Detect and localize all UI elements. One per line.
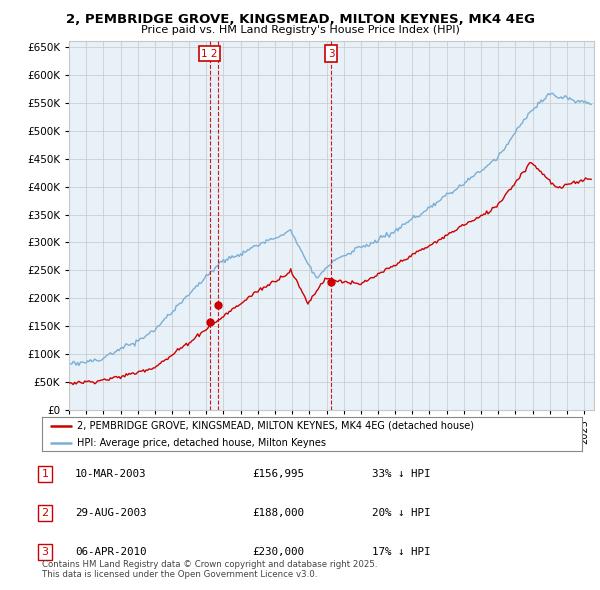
Text: 29-AUG-2003: 29-AUG-2003 [75,509,146,518]
Text: 2: 2 [41,509,49,518]
Text: HPI: Average price, detached house, Milton Keynes: HPI: Average price, detached house, Milt… [77,438,326,448]
Text: 1 2: 1 2 [201,48,218,58]
Text: Contains HM Land Registry data © Crown copyright and database right 2025.
This d: Contains HM Land Registry data © Crown c… [42,560,377,579]
Text: 1: 1 [41,470,49,479]
Text: 2, PEMBRIDGE GROVE, KINGSMEAD, MILTON KEYNES, MK4 4EG: 2, PEMBRIDGE GROVE, KINGSMEAD, MILTON KE… [65,13,535,26]
Text: 33% ↓ HPI: 33% ↓ HPI [372,470,431,479]
Text: 20% ↓ HPI: 20% ↓ HPI [372,509,431,518]
Text: 2, PEMBRIDGE GROVE, KINGSMEAD, MILTON KEYNES, MK4 4EG (detached house): 2, PEMBRIDGE GROVE, KINGSMEAD, MILTON KE… [77,421,474,431]
Text: 3: 3 [328,48,334,58]
Text: £156,995: £156,995 [252,470,304,479]
Text: Price paid vs. HM Land Registry's House Price Index (HPI): Price paid vs. HM Land Registry's House … [140,25,460,35]
Text: 10-MAR-2003: 10-MAR-2003 [75,470,146,479]
Text: £230,000: £230,000 [252,548,304,557]
Text: 3: 3 [41,548,49,557]
Text: 06-APR-2010: 06-APR-2010 [75,548,146,557]
Text: £188,000: £188,000 [252,509,304,518]
Text: 17% ↓ HPI: 17% ↓ HPI [372,548,431,557]
